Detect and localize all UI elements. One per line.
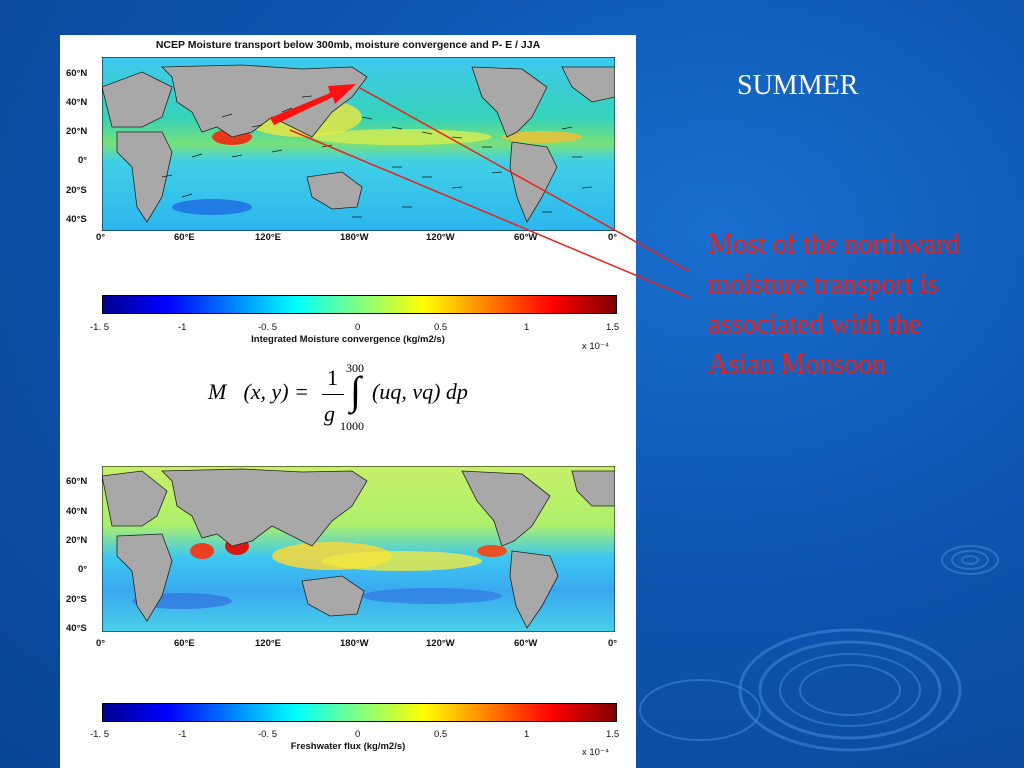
monsoon-arrow bbox=[270, 84, 356, 125]
annotation-text: Most of the northward moisture transport… bbox=[708, 225, 1018, 385]
bottom-colorbar-label: Freshwater flux (kg/m2/s) bbox=[290, 741, 406, 752]
bottom-lon-label: 0° bbox=[608, 638, 618, 649]
bottom-lat-label: 40°N bbox=[66, 506, 88, 517]
bottom-cb-tick: 1 bbox=[524, 729, 530, 740]
annotation-line: Asian Monsoon bbox=[708, 349, 887, 380]
annotation-line: Most of the northward bbox=[708, 229, 960, 260]
bottom-lon-label: 120°W bbox=[426, 638, 455, 649]
integral-upper: 300 bbox=[346, 361, 364, 375]
bottom-cb-tick: -1. 5 bbox=[90, 729, 110, 740]
bottom-cb-tick: -1 bbox=[178, 729, 187, 740]
top-lat-label: 40°N bbox=[66, 97, 88, 108]
bottom-lat-label: 20°S bbox=[66, 594, 87, 605]
integral-lower: 1000 bbox=[340, 419, 364, 433]
bottom-lon-label: 60°E bbox=[174, 638, 195, 649]
top-lon-label: 0° bbox=[608, 232, 618, 243]
top-lon-label: 120°E bbox=[255, 232, 281, 243]
moisture-transport-map bbox=[102, 57, 615, 231]
top-cb-tick: 0 bbox=[355, 322, 361, 333]
equation-numerator: 1 bbox=[327, 365, 338, 390]
top-map-title: NCEP Moisture transport below 300mb, moi… bbox=[155, 39, 541, 51]
freshwater-flux-map bbox=[102, 466, 615, 632]
top-lat-label: 0° bbox=[78, 155, 88, 166]
callout-line bbox=[289, 129, 691, 299]
top-cb-tick: -1 bbox=[178, 322, 187, 333]
top-cb-tick: 1.5 bbox=[606, 322, 620, 333]
bottom-lat-label: 20°N bbox=[66, 535, 88, 546]
bottom-lat-label: 0° bbox=[78, 564, 88, 575]
bottom-lon-label: 180°W bbox=[340, 638, 369, 649]
top-lon-label: 60°E bbox=[174, 232, 195, 243]
top-lon-label: 60°W bbox=[514, 232, 538, 243]
bottom-colorbar bbox=[102, 703, 617, 722]
top-lon-label: 0° bbox=[96, 232, 106, 243]
callout-line bbox=[359, 87, 691, 273]
top-colorbar bbox=[102, 295, 617, 314]
top-cb-tick: 1 bbox=[524, 322, 530, 333]
slide-title: SUMMER bbox=[737, 70, 859, 101]
equation-lhs: M⃗(x, y) = bbox=[208, 379, 309, 404]
equation-integrand: (uq, vq) dp bbox=[372, 379, 468, 404]
fraction-bar bbox=[322, 394, 344, 395]
bottom-lon-label: 0° bbox=[96, 638, 106, 649]
bottom-lon-label: 60°W bbox=[514, 638, 538, 649]
bottom-cb-tick: 1.5 bbox=[606, 729, 620, 740]
top-cb-tick: -1. 5 bbox=[90, 322, 110, 333]
bottom-lat-label: 40°S bbox=[66, 623, 87, 634]
bottom-cb-tick: 0.5 bbox=[434, 729, 448, 740]
bottom-cb-tick: 0 bbox=[355, 729, 361, 740]
top-lat-label: 20°N bbox=[66, 126, 88, 137]
figure-panel: NCEP Moisture transport below 300mb, moi… bbox=[60, 35, 636, 768]
top-cb-tick: -0. 5 bbox=[258, 322, 278, 333]
bottom-lon-label: 120°E bbox=[255, 638, 281, 649]
equation-denominator: g bbox=[324, 401, 335, 426]
top-lat-label: 40°S bbox=[66, 214, 87, 225]
top-lat-label: 20°S bbox=[66, 185, 87, 196]
top-lat-label: 60°N bbox=[66, 68, 88, 79]
annotation-line: associated with the bbox=[708, 309, 922, 340]
top-colorbar-label: Integrated Moisture convergence (kg/m2/s… bbox=[251, 334, 445, 345]
bottom-cb-scale: x 10⁻⁴ bbox=[582, 747, 610, 758]
integral-sign: ∫ bbox=[350, 368, 361, 413]
top-cb-tick: 0.5 bbox=[434, 322, 448, 333]
top-cb-scale: x 10⁻⁴ bbox=[582, 341, 610, 352]
bottom-lat-label: 60°N bbox=[66, 476, 88, 487]
annotation-line: moisture transport is bbox=[708, 269, 939, 300]
bottom-cb-tick: -0. 5 bbox=[258, 729, 278, 740]
top-lon-label: 120°W bbox=[426, 232, 455, 243]
top-lon-label: 180°W bbox=[340, 232, 369, 243]
